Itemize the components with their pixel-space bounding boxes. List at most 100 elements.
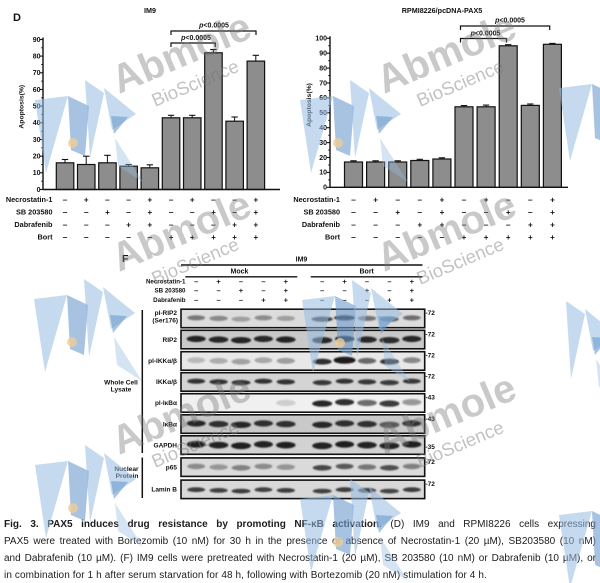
svg-text:+: +: [147, 208, 152, 217]
svg-text:80: 80: [319, 65, 327, 72]
svg-text:-72: -72: [426, 459, 436, 466]
svg-text:–: –: [84, 207, 89, 217]
svg-text:–: –: [84, 219, 89, 229]
svg-text:–: –: [63, 194, 68, 204]
svg-text:10: 10: [319, 170, 327, 177]
svg-text:–: –: [387, 277, 391, 286]
svg-text:+: +: [190, 233, 195, 242]
svg-text:–: –: [105, 194, 110, 204]
svg-text:–: –: [63, 232, 68, 242]
svg-text:+: +: [550, 195, 555, 204]
svg-text:pl-IKKα/β: pl-IKKα/β: [148, 358, 177, 365]
svg-text:+: +: [410, 296, 415, 305]
svg-text:+: +: [232, 233, 237, 242]
svg-text:90: 90: [319, 51, 327, 58]
svg-text:+: +: [253, 195, 258, 204]
svg-text:–: –: [190, 219, 195, 229]
svg-text:20: 20: [319, 155, 327, 162]
svg-text:–: –: [232, 194, 237, 204]
svg-text:–: –: [261, 286, 265, 295]
svg-text:30: 30: [319, 140, 327, 147]
svg-text:SB 203580: SB 203580: [16, 207, 53, 216]
svg-text:+: +: [253, 208, 258, 217]
svg-text:p<0.0005: p<0.0005: [198, 23, 229, 30]
svg-text:-35: -35: [426, 444, 436, 451]
svg-text:F: F: [122, 253, 129, 265]
svg-text:+: +: [147, 195, 152, 204]
svg-text:–: –: [387, 286, 391, 295]
svg-text:–: –: [217, 286, 221, 295]
svg-text:–: –: [351, 207, 356, 217]
svg-text:10: 10: [33, 170, 41, 177]
svg-text:+: +: [387, 296, 392, 305]
svg-text:–: –: [126, 232, 131, 242]
svg-text:–: –: [395, 194, 400, 204]
svg-text:–: –: [261, 277, 265, 286]
svg-text:+: +: [410, 277, 415, 286]
svg-text:-43: -43: [426, 395, 436, 402]
svg-text:–: –: [169, 194, 174, 204]
svg-text:–: –: [365, 277, 369, 286]
svg-text:–: –: [417, 207, 422, 217]
svg-text:+: +: [284, 286, 289, 295]
svg-text:+: +: [506, 233, 511, 242]
svg-text:–: –: [63, 219, 68, 229]
svg-text:IM9: IM9: [144, 6, 156, 15]
svg-text:–: –: [190, 207, 195, 217]
svg-text:-72: -72: [426, 374, 436, 381]
svg-text:+: +: [528, 233, 533, 242]
svg-text:p<0.0005: p<0.0005: [494, 17, 525, 24]
svg-text:+: +: [410, 286, 415, 295]
svg-text:Necrostatin-1: Necrostatin-1: [293, 195, 340, 204]
svg-text:+: +: [528, 220, 533, 229]
svg-text:–: –: [417, 194, 422, 204]
svg-text:–: –: [373, 232, 378, 242]
svg-text:80: 80: [33, 53, 41, 60]
svg-text:–: –: [440, 232, 445, 242]
svg-text:–: –: [211, 219, 216, 229]
svg-text:Necrostatin-1: Necrostatin-1: [146, 279, 186, 286]
svg-text:RPMI8226/pcDNA-PAX5: RPMI8226/pcDNA-PAX5: [402, 6, 483, 15]
svg-text:–: –: [351, 194, 356, 204]
svg-text:–: –: [351, 232, 356, 242]
svg-text:–: –: [126, 194, 131, 204]
svg-text:–: –: [462, 219, 467, 229]
svg-text:Bort: Bort: [360, 269, 375, 276]
svg-text:–: –: [194, 277, 198, 286]
svg-text:D: D: [13, 12, 21, 24]
svg-text:–: –: [417, 232, 422, 242]
svg-text:–: –: [373, 219, 378, 229]
svg-text:+: +: [417, 220, 422, 229]
svg-text:70: 70: [319, 80, 327, 87]
svg-text:70: 70: [33, 70, 41, 77]
svg-text:0: 0: [323, 185, 327, 192]
svg-text:–: –: [528, 207, 533, 217]
svg-text:Necrostatin-1: Necrostatin-1: [6, 195, 53, 204]
svg-text:-72: -72: [426, 353, 436, 360]
svg-text:-72: -72: [426, 331, 436, 338]
svg-text:–: –: [484, 207, 489, 217]
svg-text:30: 30: [33, 137, 41, 144]
svg-text:+: +: [550, 208, 555, 217]
svg-text:Dabrafenib: Dabrafenib: [153, 297, 186, 304]
svg-text:60: 60: [33, 87, 41, 94]
svg-text:pl-RIP2: pl-RIP2: [155, 310, 178, 317]
svg-text:Dabrafenib: Dabrafenib: [14, 220, 53, 229]
svg-text:IM9: IM9: [296, 257, 308, 264]
svg-text:+: +: [550, 233, 555, 242]
svg-text:–: –: [506, 194, 511, 204]
svg-text:–: –: [351, 219, 356, 229]
svg-text:–: –: [373, 207, 378, 217]
svg-text:+: +: [169, 233, 174, 242]
svg-text:–: –: [320, 286, 324, 295]
svg-text:Bort: Bort: [325, 232, 341, 241]
svg-text:–: –: [63, 207, 68, 217]
svg-text:–: –: [462, 194, 467, 204]
svg-text:RIP2: RIP2: [163, 337, 178, 344]
svg-text:Apoptosis(%): Apoptosis(%): [19, 85, 26, 129]
svg-text:+: +: [484, 233, 489, 242]
svg-text:–: –: [528, 194, 533, 204]
svg-text:+: +: [232, 220, 237, 229]
svg-text:–: –: [343, 286, 347, 295]
svg-text:p<0.0005: p<0.0005: [180, 35, 211, 42]
